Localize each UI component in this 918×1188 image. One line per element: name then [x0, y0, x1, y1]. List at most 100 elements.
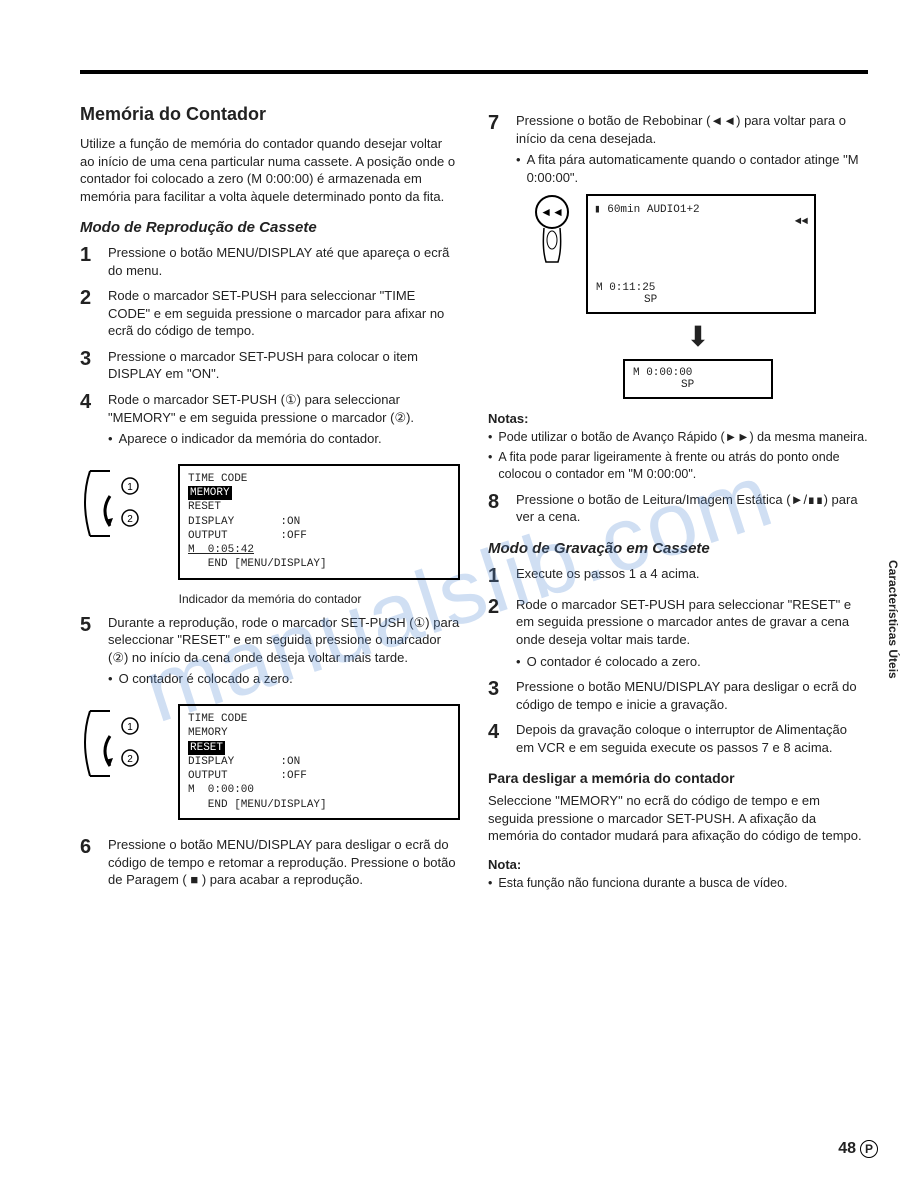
- step-text-main: Durante a reprodução, rode o marcador SE…: [108, 615, 459, 665]
- step-text: Durante a reprodução, rode o marcador SE…: [108, 614, 460, 688]
- rec-step-4: 4 Depois da gravação coloque o interrupt…: [488, 721, 868, 756]
- notes-title: Notas:: [488, 411, 868, 426]
- step-8: 8 Pressione o botão de Leitura/Imagem Es…: [488, 491, 868, 526]
- single-note-title: Nota:: [488, 857, 868, 872]
- screen-counter: M 0:00:00: [633, 367, 763, 379]
- lcd-line: RESET: [188, 500, 450, 514]
- intro-text: Utilize a função de memória do contador …: [80, 135, 460, 205]
- step-text: Pressione o botão MENU/DISPLAY para desl…: [516, 678, 868, 713]
- step-num: 2: [80, 287, 108, 340]
- left-column: Memória do Contador Utilize a função de …: [80, 104, 460, 897]
- lcd-line: DISPLAY :ON: [188, 755, 450, 769]
- step-4: 4 Rode o marcador SET-PUSH (①) para sele…: [80, 391, 460, 448]
- lcd-line: M 0:05:42: [188, 544, 254, 556]
- record-mode-title: Modo de Gravação em Cassete: [488, 540, 868, 557]
- step-text: Rode o marcador SET-PUSH para selecciona…: [108, 287, 460, 340]
- svg-text:1: 1: [127, 722, 133, 733]
- svg-text:2: 2: [127, 514, 133, 525]
- step-text: Pressione o marcador SET-PUSH para coloc…: [108, 348, 460, 383]
- lcd-line: M 0:00:00: [188, 783, 450, 797]
- lcd-2: TIME CODE MEMORY RESET DISPLAY :ON OUTPU…: [178, 704, 460, 820]
- step-5: 5 Durante a reprodução, rode o marcador …: [80, 614, 460, 688]
- step-text: Pressione o botão de Rebobinar (◄◄) para…: [516, 112, 868, 186]
- lcd-memory: MEMORY: [188, 486, 232, 500]
- lcd-line: OUTPUT :OFF: [188, 769, 450, 783]
- lcd-line: END [MENU/DISPLAY]: [188, 798, 450, 812]
- step-num: 3: [80, 348, 108, 383]
- screen-block: ◄◄ ▮ 60min AUDIO1+2 ◄◄ M 0:11:25 SP ⬇: [528, 194, 868, 399]
- step-num: 4: [80, 391, 108, 448]
- dial-icon: 1 2: [80, 696, 170, 796]
- step-num: 1: [80, 244, 108, 279]
- note-item: Esta função não funciona durante a busca…: [498, 875, 787, 892]
- off-text: Seleccione "MEMORY" no ecrã do código de…: [488, 792, 868, 845]
- step-bullet: O contador é colocado a zero.: [119, 670, 293, 688]
- diagram-2: 1 2 TIME CODE MEMORY RESET DISPLAY :ON O…: [80, 696, 460, 828]
- screen-rew-icon: ◄◄: [594, 216, 808, 228]
- lcd-title: TIME CODE: [188, 472, 450, 486]
- step-num: 6: [80, 836, 108, 889]
- step-num: 3: [488, 678, 516, 713]
- step-text: Pressione o botão MENU/DISPLAY para desl…: [108, 836, 460, 889]
- lcd-line: DISPLAY :ON: [188, 515, 450, 529]
- step-num: 4: [488, 721, 516, 756]
- rec-step-3: 3 Pressione o botão MENU/DISPLAY para de…: [488, 678, 868, 713]
- screen-counter: M 0:11:25: [596, 282, 657, 294]
- step-num: 8: [488, 491, 516, 526]
- lcd-reset: RESET: [188, 741, 225, 755]
- step-text: Rode o marcador SET-PUSH (①) para selecc…: [108, 391, 460, 448]
- diagram-1: 1 2 TIME CODE MEMORY RESET DISPLAY :ON O…: [80, 456, 460, 588]
- step-text-main: Rode o marcador SET-PUSH (①) para selecc…: [108, 392, 414, 425]
- screen-sp: SP: [633, 379, 763, 391]
- finger-icon: ◄◄: [528, 194, 576, 264]
- dial-icon: 1 2: [80, 456, 170, 556]
- lcd-memory-plain: MEMORY: [188, 726, 450, 740]
- step-bullet: O contador é colocado a zero.: [527, 653, 701, 671]
- step-text-main: Rode o marcador SET-PUSH para selecciona…: [516, 597, 851, 647]
- arrow-down-icon: ⬇: [528, 320, 868, 353]
- rec-step-2: 2 Rode o marcador SET-PUSH para seleccio…: [488, 596, 868, 670]
- off-title: Para desligar a memória do contador: [488, 770, 868, 786]
- step-bullet: Aparece o indicador da memória do contad…: [119, 430, 382, 448]
- lcd-1: TIME CODE MEMORY RESET DISPLAY :ON OUTPU…: [178, 464, 460, 580]
- screen-top: ▮ 60min AUDIO1+2: [594, 202, 700, 216]
- screen-2: M 0:00:00 SP: [623, 359, 773, 399]
- step-text-main: Pressione o botão de Rebobinar (◄◄) para…: [516, 113, 846, 146]
- step-text: Pressione o botão MENU/DISPLAY até que a…: [108, 244, 460, 279]
- step-num: 7: [488, 112, 516, 186]
- step-6: 6 Pressione o botão MENU/DISPLAY para de…: [80, 836, 460, 889]
- right-column: 7 Pressione o botão de Rebobinar (◄◄) pa…: [488, 104, 868, 897]
- page-mark-icon: P: [860, 1140, 878, 1158]
- step-1: 1 Pressione o botão MENU/DISPLAY até que…: [80, 244, 460, 279]
- step-2: 2 Rode o marcador SET-PUSH para seleccio…: [80, 287, 460, 340]
- step-num: 5: [80, 614, 108, 688]
- step-num: 2: [488, 596, 516, 670]
- playback-mode-title: Modo de Reprodução de Cassete: [80, 219, 460, 236]
- screen-1: ▮ 60min AUDIO1+2 ◄◄ M 0:11:25 SP: [586, 194, 816, 314]
- step-text: Pressione o botão de Leitura/Imagem Está…: [516, 491, 868, 526]
- rec-step-1: 1 Execute os passos 1 a 4 acima.: [488, 565, 868, 588]
- step-text: Depois da gravação coloque o interruptor…: [516, 721, 868, 756]
- main-title: Memória do Contador: [80, 104, 460, 125]
- notes-list: •Pode utilizar o botão de Avanço Rápido …: [488, 429, 868, 483]
- svg-text:◄◄: ◄◄: [540, 205, 564, 219]
- svg-text:1: 1: [127, 482, 133, 493]
- step-text: Rode o marcador SET-PUSH para selecciona…: [516, 596, 868, 670]
- lcd-line: END [MENU/DISPLAY]: [188, 557, 450, 571]
- side-tab: Características Úteis: [886, 560, 900, 679]
- lcd-line: OUTPUT :OFF: [188, 529, 450, 543]
- step-3: 3 Pressione o marcador SET-PUSH para col…: [80, 348, 460, 383]
- lcd-title: TIME CODE: [188, 712, 450, 726]
- screen-sp: SP: [596, 294, 657, 306]
- top-rule: [80, 70, 868, 74]
- note-item: Pode utilizar o botão de Avanço Rápido (…: [498, 429, 867, 446]
- step-7: 7 Pressione o botão de Rebobinar (◄◄) pa…: [488, 112, 868, 186]
- step-num: 1: [488, 565, 516, 588]
- step-bullet: A fita pára automaticamente quando o con…: [527, 151, 868, 186]
- single-note: •Esta função não funciona durante a busc…: [488, 875, 868, 892]
- page-number: 48P: [838, 1140, 878, 1158]
- svg-text:2: 2: [127, 754, 133, 765]
- lcd-caption: Indicador da memória do contador: [80, 592, 460, 606]
- note-item: A fita pode parar ligeiramente à frente …: [498, 449, 868, 483]
- content-columns: Memória do Contador Utilize a função de …: [80, 104, 868, 897]
